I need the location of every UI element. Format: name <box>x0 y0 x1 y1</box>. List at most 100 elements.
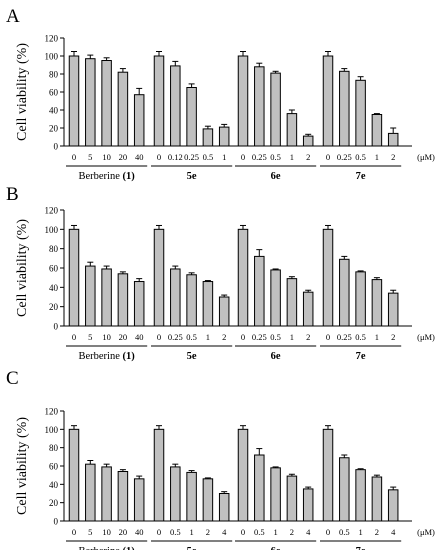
group-label: 5e <box>187 351 197 362</box>
bar <box>270 72 281 147</box>
x-tick-label: 20 <box>119 332 128 342</box>
y-tick-label: 100 <box>45 52 59 62</box>
x-tick-label: 40 <box>135 152 144 162</box>
y-tick-label: 0 <box>54 517 59 527</box>
x-tick-label: 2 <box>206 527 210 537</box>
x-tick-label: 0.12 <box>168 152 183 162</box>
x-tick-label: 4 <box>391 527 396 537</box>
x-tick-label: 10 <box>102 527 111 537</box>
x-tick-label: 2 <box>391 152 395 162</box>
x-tick-label: 20 <box>119 152 128 162</box>
bar <box>170 65 181 147</box>
bar <box>218 296 230 327</box>
bar <box>237 228 249 327</box>
x-tick-label: 5 <box>88 152 92 162</box>
group-label: 7e <box>356 546 366 550</box>
bar <box>101 466 112 522</box>
bar <box>322 55 334 147</box>
bar <box>254 454 265 522</box>
bar <box>85 463 96 522</box>
x-tick-label: 0.25 <box>337 332 352 342</box>
bar <box>218 126 230 147</box>
x-tick-label: 0.5 <box>254 527 265 537</box>
bar <box>68 55 80 147</box>
y-tick-label: 20 <box>49 124 59 134</box>
bar <box>68 428 80 522</box>
bar <box>254 255 265 327</box>
x-tick-label: 1 <box>375 332 379 342</box>
bar <box>339 258 350 327</box>
group-label: Berberine (1) <box>78 546 135 550</box>
x-tick-label: 0 <box>72 332 76 342</box>
y-tick-label: 20 <box>49 302 59 312</box>
y-axis-title: Cell viability (%) <box>15 43 30 141</box>
group-label: 7e <box>356 171 366 182</box>
y-tick-label: 100 <box>45 225 59 235</box>
group-label: Berberine (1) <box>78 351 135 362</box>
panel-label: A <box>6 6 20 27</box>
bar <box>339 70 350 147</box>
x-tick-label: 20 <box>119 527 128 537</box>
group-label: 5e <box>187 546 197 550</box>
x-tick-label: 0.5 <box>186 332 197 342</box>
x-tick-label: 2 <box>391 332 395 342</box>
x-tick-label: 0.5 <box>203 152 214 162</box>
bar <box>237 428 249 522</box>
bar <box>170 466 181 522</box>
group-label: 6e <box>271 546 281 550</box>
y-tick-label: 120 <box>45 407 59 417</box>
x-tick-label: 0.25 <box>184 152 199 162</box>
x-tick-label: 1 <box>290 152 294 162</box>
x-tick-label: 2 <box>306 332 310 342</box>
bar <box>387 132 399 147</box>
bar <box>202 128 214 147</box>
x-tick-label: 1 <box>375 152 379 162</box>
bar <box>237 55 249 147</box>
x-tick-label: 1 <box>222 152 226 162</box>
bar <box>133 94 145 147</box>
bar <box>355 271 366 327</box>
x-tick-label: 2 <box>222 332 226 342</box>
bar <box>387 292 399 327</box>
bar <box>153 228 165 327</box>
bar <box>371 114 383 147</box>
bar <box>202 281 214 327</box>
x-tick-label: 0 <box>326 527 330 537</box>
bar <box>186 274 197 327</box>
x-tick-label: 0.25 <box>252 332 267 342</box>
bar <box>302 488 314 522</box>
bar <box>322 228 334 327</box>
x-tick-label: 0.5 <box>355 332 366 342</box>
y-axis-title: Cell viability (%) <box>15 219 30 317</box>
group-label: 6e <box>271 351 281 362</box>
bar <box>170 268 181 327</box>
bar-group: 0 0.25 0.5 1 2 7e <box>320 224 402 362</box>
bar <box>355 469 366 522</box>
x-tick-label: 0.5 <box>355 152 366 162</box>
bar <box>387 489 399 522</box>
bar <box>286 278 298 327</box>
x-tick-label: 0 <box>157 152 161 162</box>
y-axis-title: Cell viability (%) <box>15 417 30 515</box>
bar <box>322 428 334 522</box>
bar <box>117 71 129 147</box>
x-tick-label: 0 <box>326 152 330 162</box>
bar <box>371 279 383 327</box>
x-tick-label: 5 <box>88 527 92 537</box>
x-tick-label: 2 <box>306 152 310 162</box>
x-tick-label: 1 <box>206 332 210 342</box>
bar <box>218 493 230 522</box>
unit-label: (μM) <box>417 527 435 537</box>
x-tick-label: 0 <box>72 527 76 537</box>
bar <box>101 60 112 147</box>
bar-group: 0 0.25 0.5 1 2 6e <box>235 51 317 182</box>
x-tick-label: 4 <box>306 527 311 537</box>
bar <box>371 476 383 522</box>
y-tick-label: 40 <box>49 106 59 116</box>
bar <box>133 281 145 327</box>
bar <box>270 467 281 522</box>
